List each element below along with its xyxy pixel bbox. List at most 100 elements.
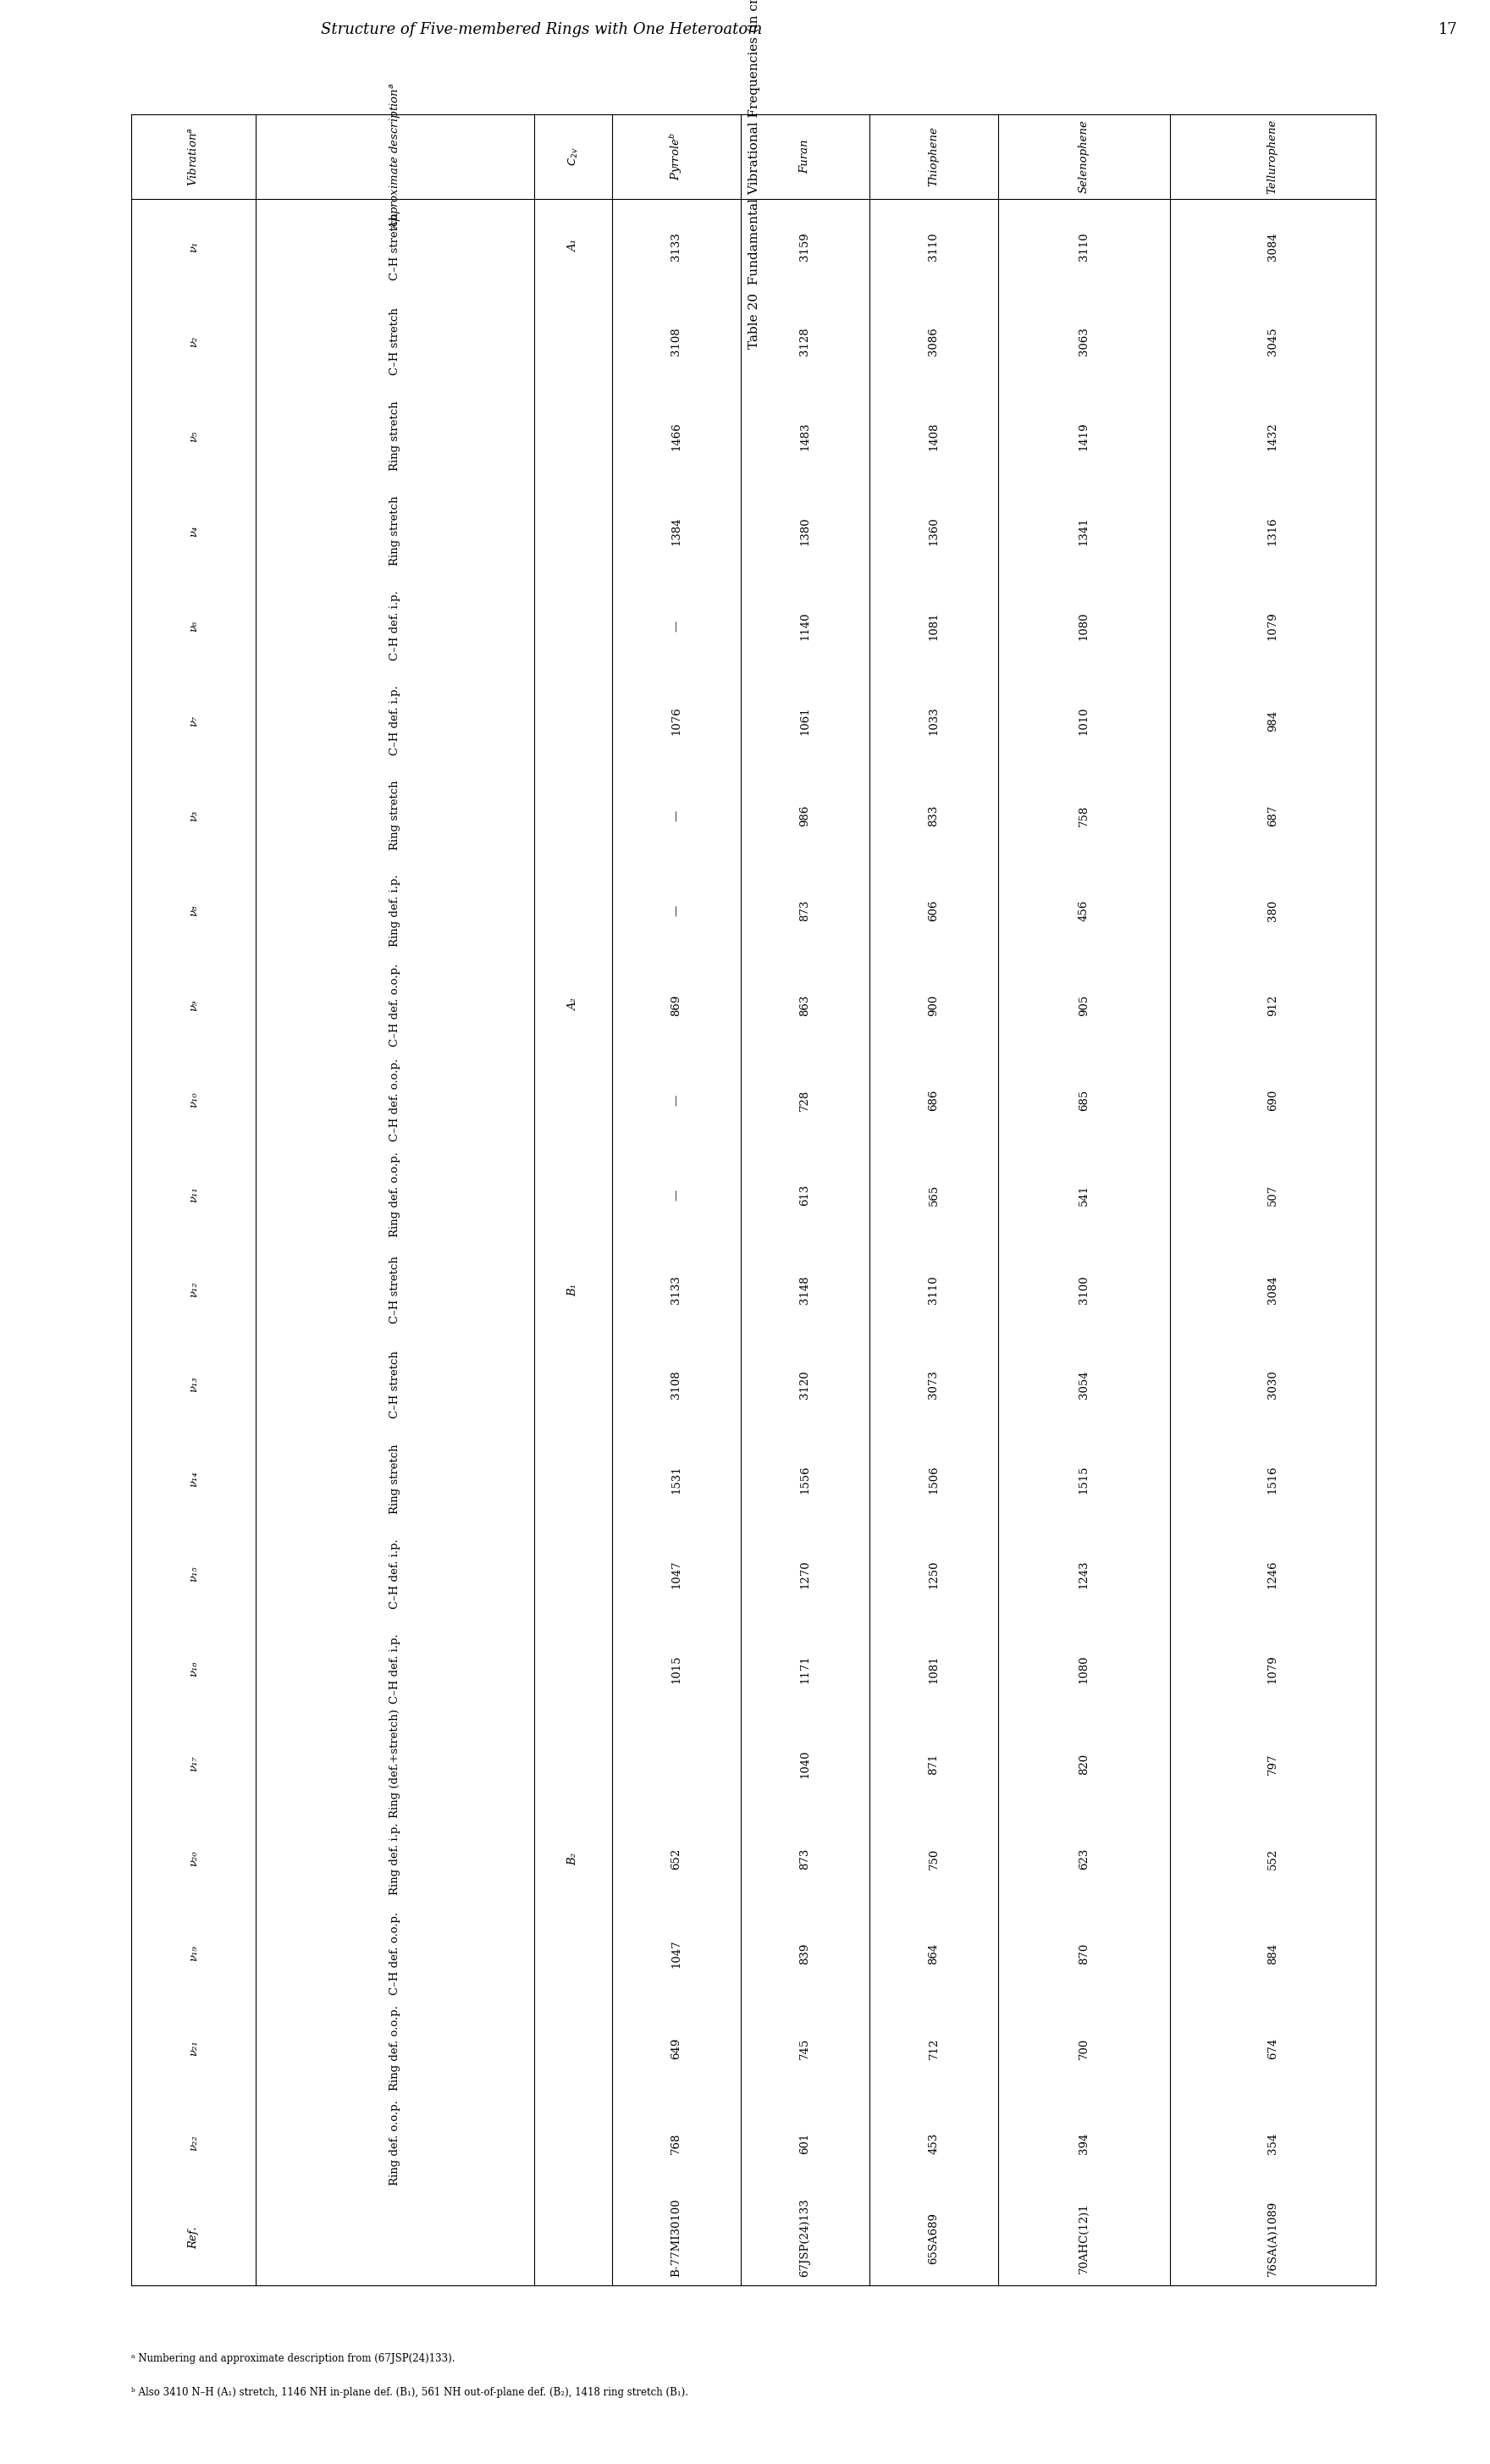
Text: 750: 750 — [928, 1848, 939, 1870]
Text: Furan: Furan — [800, 140, 811, 175]
Text: ν₁: ν₁ — [188, 241, 200, 251]
Text: Thiophene: Thiophene — [928, 126, 939, 187]
Text: Ring stretch: Ring stretch — [390, 781, 401, 850]
Text: C–H def. i.p.: C–H def. i.p. — [390, 591, 401, 660]
Text: 1360: 1360 — [928, 517, 939, 545]
Text: B-77MI30100: B-77MI30100 — [670, 2198, 682, 2277]
Text: —: — — [670, 904, 682, 917]
Text: 685: 685 — [1079, 1089, 1089, 1111]
Text: 17: 17 — [1438, 22, 1457, 37]
Text: 1243: 1243 — [1079, 1560, 1089, 1589]
Text: 3084: 3084 — [1266, 1276, 1278, 1303]
Text: Ring stretch: Ring stretch — [390, 495, 401, 567]
Text: 1483: 1483 — [800, 421, 811, 451]
Text: ν₂₁: ν₂₁ — [188, 2040, 200, 2055]
Text: 869: 869 — [670, 995, 682, 1015]
Text: 1080: 1080 — [1079, 611, 1089, 641]
Text: Pyrrole$^b$: Pyrrole$^b$ — [668, 133, 684, 180]
Text: 3086: 3086 — [928, 328, 939, 355]
Text: 623: 623 — [1079, 1848, 1089, 1870]
Text: C–H def. i.p.: C–H def. i.p. — [390, 685, 401, 756]
Text: Selenophene: Selenophene — [1079, 121, 1089, 195]
Text: 3030: 3030 — [1266, 1370, 1278, 1400]
Text: 839: 839 — [800, 1942, 811, 1964]
Text: 745: 745 — [800, 2038, 811, 2060]
Text: Table 20  Fundamental Vibrational Frequencies (in cm⁻¹) of Parent Heterocycles: Table 20 Fundamental Vibrational Frequen… — [746, 0, 760, 350]
Text: 712: 712 — [928, 2038, 939, 2060]
Text: 552: 552 — [1266, 1848, 1278, 1870]
Text: 1408: 1408 — [928, 421, 939, 451]
Text: 1384: 1384 — [670, 517, 682, 545]
Text: Ring def. i.p.: Ring def. i.p. — [390, 1823, 401, 1895]
Text: Vibration$^a$: Vibration$^a$ — [188, 128, 200, 187]
Text: ν₁₇: ν₁₇ — [188, 1757, 200, 1772]
Text: 700: 700 — [1079, 2038, 1089, 2060]
Text: ν₁₄: ν₁₄ — [188, 1471, 200, 1488]
Text: 870: 870 — [1079, 1942, 1089, 1964]
Text: 1516: 1516 — [1266, 1466, 1278, 1493]
Text: 67JSP(24)133: 67JSP(24)133 — [800, 2198, 811, 2277]
Text: $C_{2v}$: $C_{2v}$ — [566, 148, 580, 165]
Text: Ring stretch: Ring stretch — [390, 1444, 401, 1515]
Text: 3159: 3159 — [800, 232, 811, 261]
Text: 873: 873 — [800, 899, 811, 922]
Text: C–H stretch: C–H stretch — [390, 308, 401, 375]
Text: 833: 833 — [928, 806, 939, 825]
Text: 1531: 1531 — [670, 1466, 682, 1493]
Text: 1380: 1380 — [800, 517, 811, 545]
Text: 3110: 3110 — [928, 232, 939, 261]
Text: 797: 797 — [1266, 1752, 1278, 1774]
Text: C–H def. o.o.p.: C–H def. o.o.p. — [390, 963, 401, 1047]
Text: 3108: 3108 — [670, 328, 682, 355]
Text: 3108: 3108 — [670, 1370, 682, 1400]
Text: 1015: 1015 — [670, 1656, 682, 1683]
Text: 613: 613 — [800, 1185, 811, 1205]
Text: 728: 728 — [800, 1089, 811, 1111]
Text: 873: 873 — [800, 1848, 811, 1870]
Text: 1061: 1061 — [800, 707, 811, 734]
Text: 1250: 1250 — [928, 1560, 939, 1589]
Text: ν₁₁: ν₁₁ — [188, 1188, 200, 1202]
Text: ν₄: ν₄ — [188, 525, 200, 537]
Text: 70AHC(12)1: 70AHC(12)1 — [1079, 2203, 1089, 2274]
Text: Tellurophene: Tellurophene — [1266, 118, 1278, 195]
Text: C–H def. i.p.: C–H def. i.p. — [390, 1540, 401, 1609]
Text: 1316: 1316 — [1266, 517, 1278, 545]
Text: 1079: 1079 — [1266, 1656, 1278, 1683]
Text: 1506: 1506 — [928, 1466, 939, 1493]
Text: 912: 912 — [1266, 995, 1278, 1015]
Text: 1341: 1341 — [1079, 517, 1089, 545]
Text: ν₁₃: ν₁₃ — [188, 1377, 200, 1392]
Text: 1515: 1515 — [1079, 1466, 1089, 1493]
Text: ν₂: ν₂ — [188, 335, 200, 347]
Text: 1171: 1171 — [800, 1656, 811, 1683]
Text: 1466: 1466 — [670, 421, 682, 451]
Text: 3100: 3100 — [1079, 1276, 1089, 1303]
Text: C–H stretch: C–H stretch — [390, 1257, 401, 1323]
Text: 864: 864 — [928, 1942, 939, 1964]
Text: Ring def. i.p.: Ring def. i.p. — [390, 875, 401, 946]
Text: C–H def. o.o.p.: C–H def. o.o.p. — [390, 1912, 401, 1996]
Text: 3120: 3120 — [800, 1370, 811, 1400]
Text: 606: 606 — [928, 899, 939, 922]
Text: 1081: 1081 — [928, 1656, 939, 1683]
Text: 1033: 1033 — [928, 707, 939, 734]
Text: ν₁₆: ν₁₆ — [188, 1661, 200, 1678]
Text: 1556: 1556 — [800, 1466, 811, 1493]
Text: 984: 984 — [1266, 710, 1278, 732]
Text: 1047: 1047 — [670, 1560, 682, 1589]
Text: 652: 652 — [670, 1848, 682, 1870]
Text: 541: 541 — [1079, 1185, 1089, 1205]
Text: ᵃ Numbering and approximate description from (67JSP(24)133).: ᵃ Numbering and approximate description … — [131, 2353, 454, 2363]
Text: ν₂₀: ν₂₀ — [188, 1850, 200, 1868]
Text: 1047: 1047 — [670, 1939, 682, 1969]
Text: 768: 768 — [670, 2131, 682, 2154]
Text: 3133: 3133 — [670, 1276, 682, 1303]
Text: B₂: B₂ — [568, 1853, 578, 1865]
Text: ν₈: ν₈ — [188, 904, 200, 917]
Text: 3045: 3045 — [1266, 328, 1278, 355]
Text: 565: 565 — [928, 1185, 939, 1205]
Text: A₁: A₁ — [568, 239, 578, 254]
Text: Ref.: Ref. — [188, 2227, 200, 2250]
Text: 758: 758 — [1079, 806, 1089, 825]
